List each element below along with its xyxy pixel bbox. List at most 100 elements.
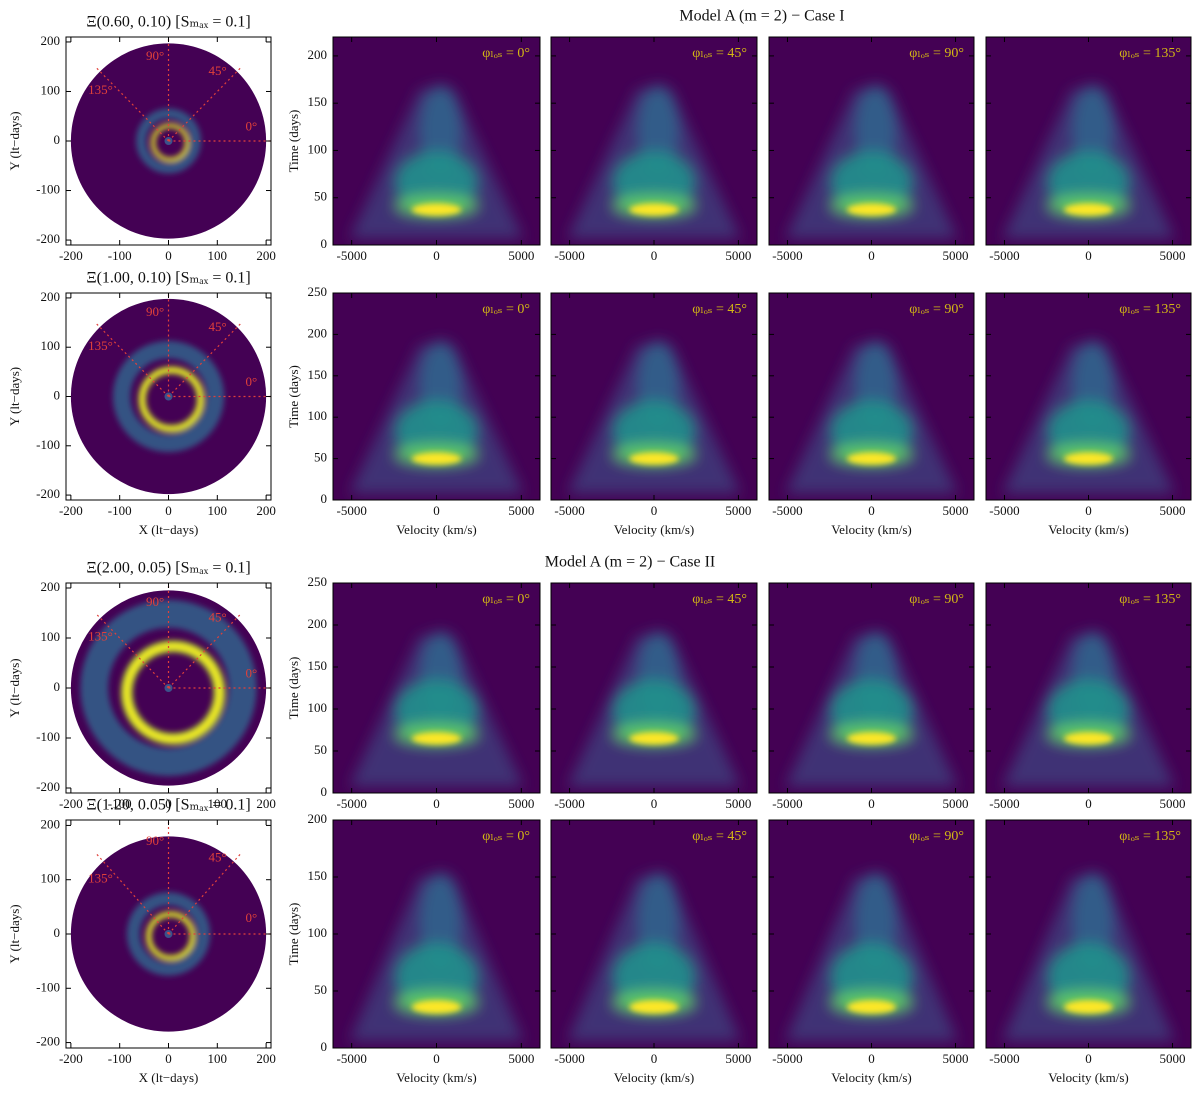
heatmap	[1002, 631, 1175, 787]
plot-area	[551, 820, 757, 1048]
x-tick-label: 0	[651, 1051, 658, 1066]
x-tick-label: -200	[59, 248, 83, 263]
annotation: φₗₒₛ = 135°	[1119, 46, 1181, 61]
x-tick-label: -100	[108, 1051, 132, 1066]
x-tick-label: 0	[165, 796, 172, 811]
y-tick-label: 50	[314, 982, 327, 997]
x-tick-label: 5000	[725, 503, 751, 518]
annotation: φₗₒₛ = 90°	[909, 829, 964, 844]
annotation: φₗₒₛ = 135°	[1119, 829, 1181, 844]
y-tick-label: 200	[308, 616, 328, 631]
x-tick-label: -5000	[772, 796, 802, 811]
x-tick-label: -200	[59, 503, 83, 518]
x-tick-label: -100	[108, 503, 132, 518]
y-tick-label: 200	[308, 47, 328, 62]
y-tick-label: 100	[308, 700, 328, 715]
panel-title: Ξ(1.20, 0.05) [Sₘₐₓ = 0.1]	[86, 797, 250, 814]
x-tick-label: 0	[165, 503, 172, 518]
plot-area	[986, 37, 1191, 245]
angle-line	[95, 67, 169, 142]
x-tick-label: 0	[165, 1051, 172, 1066]
x-tick-label: 0	[1085, 503, 1092, 518]
heatmap	[785, 872, 958, 1042]
heatmap	[349, 631, 524, 787]
y-tick-label: 0	[321, 1039, 328, 1054]
angle-label: 0°	[246, 910, 258, 925]
disk-ring-core	[124, 643, 222, 742]
disk-halo	[136, 108, 201, 174]
plot-area	[333, 37, 540, 245]
y-tick-label: -200	[36, 1034, 60, 1049]
annotation: φₗₒₛ = 0°	[482, 592, 530, 607]
x-tick-label: 200	[256, 796, 276, 811]
x-tick-label: 5000	[943, 248, 969, 263]
y-tick-label: -200	[36, 486, 60, 501]
x-tick-label: 5000	[725, 248, 751, 263]
angle-label: 45°	[209, 849, 227, 864]
section-title: Model A (m = 2) − Case I	[679, 8, 844, 25]
angle-label: 0°	[246, 665, 258, 680]
plot-area	[769, 583, 974, 793]
x-tick-label: 0	[433, 796, 440, 811]
x-axis-label: X (lt−days)	[139, 522, 199, 537]
x-axis-label: Velocity (km/s)	[831, 1070, 912, 1085]
y-tick-label: 100	[308, 925, 328, 940]
y-tick-label: 200	[41, 579, 61, 594]
angle-label: 135°	[88, 338, 113, 353]
x-tick-label: 5000	[508, 248, 534, 263]
y-tick-label: 0	[54, 925, 61, 940]
x-tick-label: 0	[433, 1051, 440, 1066]
x-tick-label: -5000	[772, 1051, 802, 1066]
x-axis-label: Velocity (km/s)	[831, 522, 912, 537]
plot-area	[769, 293, 974, 500]
heatmap-peak	[846, 1000, 897, 1014]
heatmap	[567, 84, 741, 239]
x-tick-label: 0	[651, 796, 658, 811]
y-tick-label: 250	[308, 574, 328, 589]
plot-area	[986, 583, 1191, 793]
y-tick-label: 0	[54, 387, 61, 402]
x-tick-label: 0	[433, 248, 440, 263]
y-tick-label: 100	[308, 408, 328, 423]
plot-area	[333, 583, 540, 793]
heatmap-peak	[629, 1000, 679, 1014]
y-tick-label: 200	[308, 325, 328, 340]
x-tick-label: -5000	[554, 503, 584, 518]
x-tick-label: 5000	[1160, 796, 1186, 811]
disk-ring-core	[140, 368, 203, 431]
annotation: φₗₒₛ = 0°	[482, 829, 530, 844]
y-tick-label: 100	[41, 82, 61, 97]
x-tick-label: 0	[1085, 1051, 1092, 1066]
heatmap-peak	[1063, 452, 1114, 465]
plot-area	[551, 583, 757, 793]
angle-line	[168, 852, 242, 935]
heatmap-peak	[846, 452, 897, 465]
plot-area	[70, 37, 271, 239]
y-axis-label: Time (days)	[286, 657, 301, 720]
x-tick-label: 5000	[508, 1051, 534, 1066]
x-tick-label: -100	[108, 796, 132, 811]
y-tick-label: 200	[308, 811, 328, 826]
x-tick-label: 200	[256, 1051, 276, 1066]
x-axis-label: Velocity (km/s)	[1048, 522, 1129, 537]
x-tick-label: -5000	[554, 248, 584, 263]
x-tick-label: -5000	[336, 248, 366, 263]
x-axis-label: Velocity (km/s)	[396, 1070, 477, 1085]
x-tick-label: 100	[208, 1051, 228, 1066]
x-axis-label: Velocity (km/s)	[396, 522, 477, 537]
plot-area	[333, 820, 540, 1048]
angle-label: 90°	[146, 594, 164, 609]
heatmap-peak	[629, 203, 679, 216]
annotation: φₗₒₛ = 45°	[692, 829, 747, 844]
angle-label: 90°	[146, 48, 164, 63]
x-axis-label: Velocity (km/s)	[614, 1070, 695, 1085]
y-tick-label: 150	[308, 94, 328, 109]
y-axis-label: Time (days)	[286, 365, 301, 428]
y-tick-label: 250	[308, 284, 328, 299]
heatmap-peak	[1063, 203, 1114, 216]
x-axis-label: Velocity (km/s)	[614, 522, 695, 537]
y-axis-label: Time (days)	[286, 903, 301, 966]
heatmap-peak	[411, 452, 462, 465]
x-tick-label: 0	[868, 796, 875, 811]
